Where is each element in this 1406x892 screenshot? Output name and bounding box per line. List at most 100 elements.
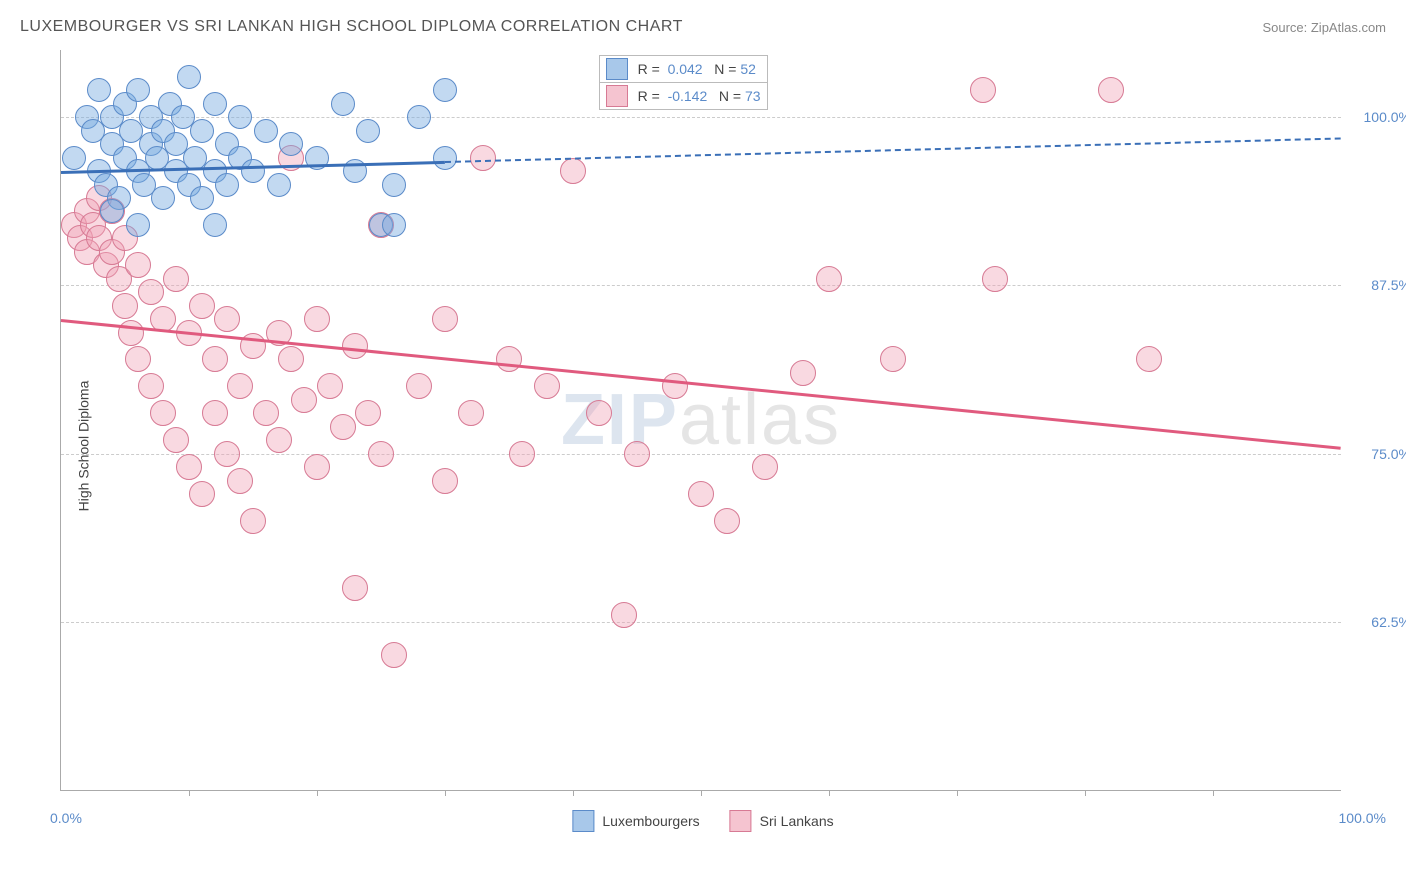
- legend-item-lux: Luxembourgers: [572, 810, 699, 832]
- chart-plot-area: ZIPatlas 62.5%75.0%87.5%100.0%R = 0.042 …: [60, 50, 1341, 791]
- scatter-point-lux: [190, 119, 214, 143]
- scatter-point-sri: [278, 346, 304, 372]
- trend-line: [445, 137, 1341, 163]
- scatter-point-lux: [382, 213, 406, 237]
- scatter-point-sri: [509, 441, 535, 467]
- scatter-point-sri: [470, 145, 496, 171]
- scatter-point-sri: [112, 293, 138, 319]
- scatter-point-sri: [150, 400, 176, 426]
- scatter-point-lux: [228, 105, 252, 129]
- stats-swatch-sri: [606, 85, 628, 107]
- scatter-point-sri: [138, 373, 164, 399]
- scatter-point-lux: [254, 119, 278, 143]
- scatter-point-lux: [433, 78, 457, 102]
- scatter-point-lux: [203, 213, 227, 237]
- scatter-point-sri: [752, 454, 778, 480]
- stats-row-sri: R = -0.142 N = 73: [599, 82, 768, 110]
- scatter-point-lux: [190, 186, 214, 210]
- scatter-point-sri: [342, 575, 368, 601]
- scatter-point-sri: [880, 346, 906, 372]
- scatter-point-lux: [62, 146, 86, 170]
- scatter-point-sri: [163, 266, 189, 292]
- scatter-point-lux: [126, 78, 150, 102]
- watermark-part2: atlas: [679, 380, 841, 460]
- stats-legend: R = 0.042 N = 52 R = -0.142 N = 73: [599, 56, 768, 110]
- scatter-point-sri: [189, 481, 215, 507]
- scatter-point-lux: [382, 173, 406, 197]
- scatter-point-sri: [534, 373, 560, 399]
- legend-item-sri: Sri Lankans: [730, 810, 834, 832]
- scatter-point-sri: [432, 468, 458, 494]
- scatter-point-sri: [227, 468, 253, 494]
- scatter-point-sri: [790, 360, 816, 386]
- scatter-point-sri: [163, 427, 189, 453]
- legend-label-sri: Sri Lankans: [760, 813, 834, 829]
- scatter-point-sri: [202, 400, 228, 426]
- scatter-point-sri: [202, 346, 228, 372]
- scatter-point-sri: [586, 400, 612, 426]
- scatter-point-sri: [176, 454, 202, 480]
- stats-text-sri: R = -0.142 N = 73: [638, 88, 761, 104]
- scatter-point-lux: [203, 92, 227, 116]
- y-tick-label: 62.5%: [1351, 614, 1406, 630]
- scatter-point-sri: [432, 306, 458, 332]
- stats-text-lux: R = 0.042 N = 52: [638, 61, 756, 77]
- scatter-point-sri: [406, 373, 432, 399]
- legend-label-lux: Luxembourgers: [602, 813, 699, 829]
- x-tick: [189, 790, 190, 796]
- scatter-point-lux: [126, 213, 150, 237]
- scatter-point-sri: [227, 373, 253, 399]
- stats-swatch-lux: [606, 58, 628, 80]
- x-tick: [445, 790, 446, 796]
- x-tick: [701, 790, 702, 796]
- x-tick: [317, 790, 318, 796]
- x-axis-min-label: 0.0%: [50, 810, 82, 826]
- y-tick-label: 100.0%: [1351, 109, 1406, 125]
- scatter-point-lux: [407, 105, 431, 129]
- source-label: Source: ZipAtlas.com: [1262, 20, 1386, 35]
- scatter-point-sri: [125, 252, 151, 278]
- scatter-point-sri: [1098, 77, 1124, 103]
- scatter-point-sri: [368, 441, 394, 467]
- scatter-point-sri: [304, 306, 330, 332]
- y-tick-label: 75.0%: [1351, 446, 1406, 462]
- scatter-point-sri: [714, 508, 740, 534]
- legend-swatch-lux: [572, 810, 594, 832]
- gridline: [61, 285, 1341, 286]
- scatter-point-sri: [688, 481, 714, 507]
- gridline: [61, 117, 1341, 118]
- legend-swatch-sri: [730, 810, 752, 832]
- bottom-legend: Luxembourgers Sri Lankans: [572, 810, 833, 832]
- x-axis-max-label: 100.0%: [1339, 810, 1386, 826]
- scatter-point-sri: [662, 373, 688, 399]
- scatter-point-sri: [189, 293, 215, 319]
- scatter-point-sri: [266, 427, 292, 453]
- scatter-point-sri: [330, 414, 356, 440]
- y-tick-label: 87.5%: [1351, 277, 1406, 293]
- scatter-point-sri: [240, 508, 266, 534]
- scatter-point-sri: [1136, 346, 1162, 372]
- scatter-point-lux: [331, 92, 355, 116]
- scatter-point-sri: [304, 454, 330, 480]
- gridline: [61, 454, 1341, 455]
- x-tick: [829, 790, 830, 796]
- scatter-point-sri: [970, 77, 996, 103]
- x-tick: [1085, 790, 1086, 796]
- scatter-point-sri: [982, 266, 1008, 292]
- scatter-point-sri: [355, 400, 381, 426]
- scatter-point-sri: [611, 602, 637, 628]
- scatter-point-sri: [816, 266, 842, 292]
- scatter-point-sri: [253, 400, 279, 426]
- scatter-point-sri: [214, 306, 240, 332]
- scatter-point-sri: [496, 346, 522, 372]
- scatter-point-lux: [267, 173, 291, 197]
- scatter-point-sri: [118, 320, 144, 346]
- x-tick: [957, 790, 958, 796]
- scatter-point-sri: [317, 373, 343, 399]
- scatter-point-lux: [215, 173, 239, 197]
- stats-row-lux: R = 0.042 N = 52: [599, 55, 768, 83]
- scatter-point-sri: [458, 400, 484, 426]
- scatter-point-sri: [125, 346, 151, 372]
- x-tick: [1213, 790, 1214, 796]
- scatter-point-lux: [100, 199, 124, 223]
